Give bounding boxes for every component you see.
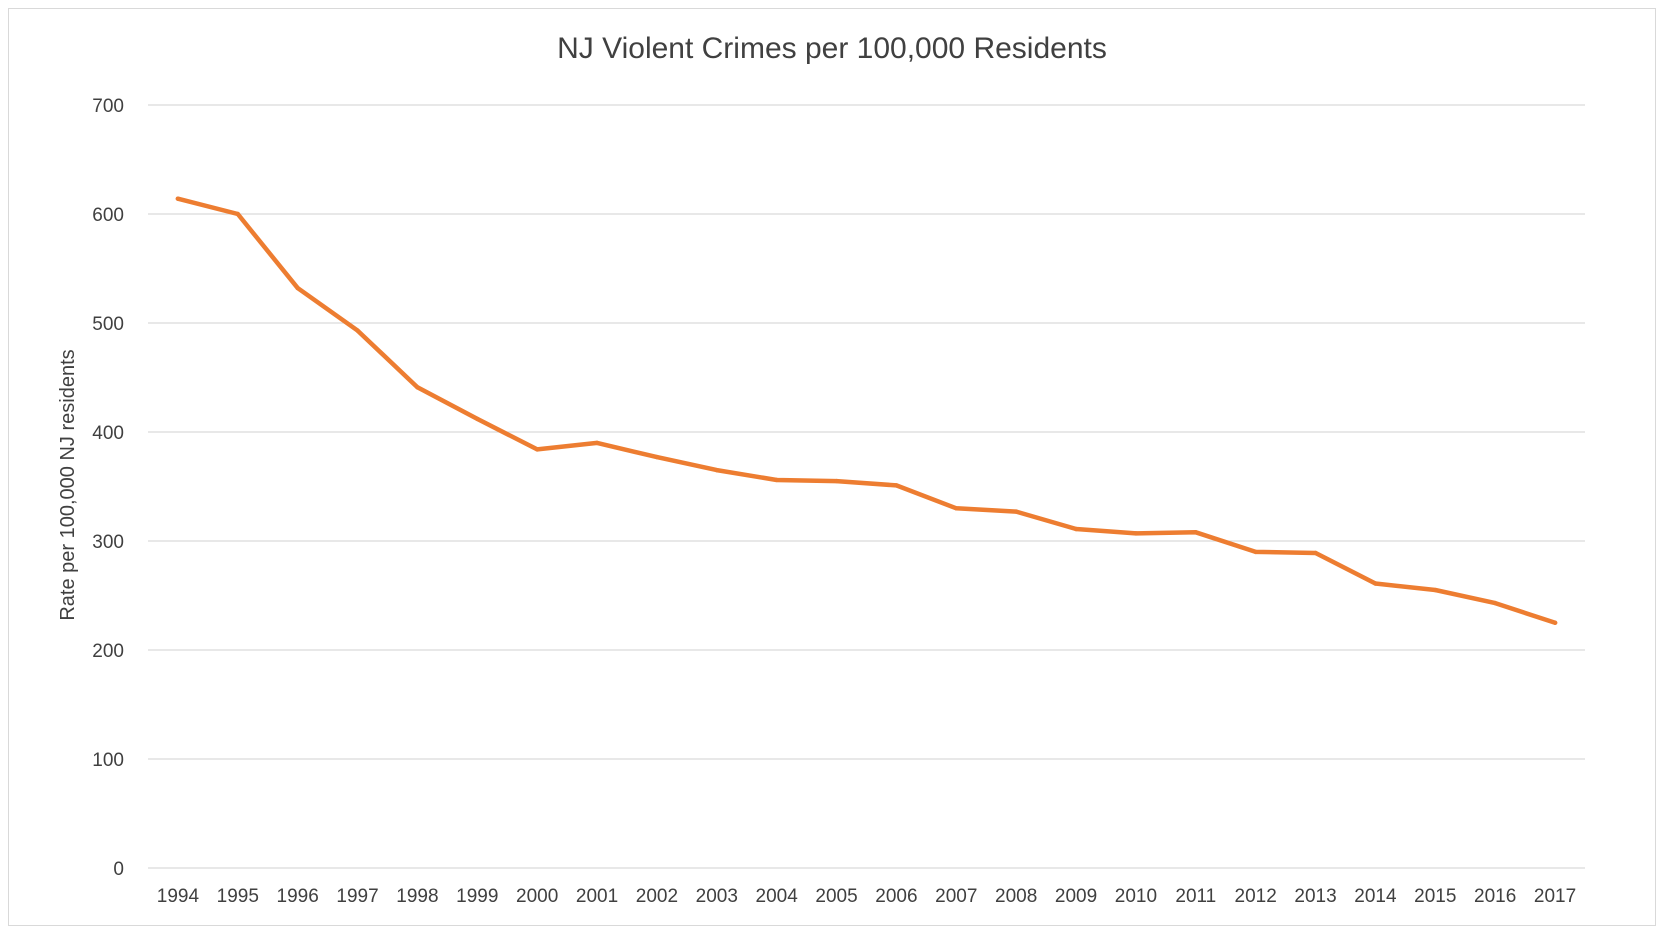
x-tick-label: 2017 <box>1534 886 1576 907</box>
y-tick-label: 300 <box>92 532 124 553</box>
x-tick-label: 2010 <box>1115 886 1157 907</box>
x-tick-label: 2007 <box>935 886 977 907</box>
x-tick-label: 1998 <box>396 886 438 907</box>
data-point-2015 <box>1433 587 1438 593</box>
gridlines <box>148 104 1585 869</box>
data-point-2007 <box>954 506 959 511</box>
data-point-2006 <box>894 483 899 488</box>
x-tick-label: 1994 <box>157 886 200 907</box>
x-tick-label: 2006 <box>875 886 917 907</box>
data-point-2014 <box>1373 581 1378 586</box>
data-point-1998 <box>415 385 420 390</box>
x-tick-label: 2015 <box>1414 886 1456 907</box>
x-tick-label: 1995 <box>217 886 259 907</box>
data-point-1995 <box>235 211 241 217</box>
x-tick-label: 2000 <box>516 886 558 907</box>
x-tick-label: 1996 <box>277 886 319 907</box>
x-tick-label: 2005 <box>815 886 857 907</box>
data-point-2008 <box>1013 509 1019 514</box>
data-point-2000 <box>534 447 540 452</box>
data-point-1999 <box>475 416 480 422</box>
y-tick-label: 0 <box>113 859 124 880</box>
x-tick-label: 1997 <box>336 886 378 907</box>
x-tick-label: 2004 <box>756 886 799 907</box>
data-point-2010 <box>1133 531 1139 536</box>
data-point-2001 <box>594 440 600 446</box>
data-point-2016 <box>1492 600 1498 606</box>
y-tick-label: 700 <box>92 96 124 117</box>
x-tick-label: 2012 <box>1235 886 1277 907</box>
data-point-1997 <box>355 328 360 333</box>
data-point-2017 <box>1552 620 1558 625</box>
x-tick-label: 2013 <box>1294 886 1336 907</box>
y-tick-label: 200 <box>92 641 124 662</box>
y-tick-label: 500 <box>92 314 124 335</box>
data-point-2012 <box>1253 549 1258 555</box>
y-axis-label: Rate per 100,000 NJ residents <box>57 349 79 620</box>
y-axis-ticks: 0 100 200 300 400 500 600 700 <box>92 96 124 880</box>
data-point-2011 <box>1193 530 1199 535</box>
chart-title: NJ Violent Crimes per 100,000 Residents <box>557 32 1107 65</box>
series-line <box>175 196 1558 626</box>
x-tick-label: 2008 <box>995 886 1037 907</box>
data-point-2005 <box>834 478 839 484</box>
x-tick-label: 2011 <box>1175 886 1216 907</box>
data-point-2004 <box>774 477 779 483</box>
y-tick-label: 600 <box>92 205 124 226</box>
y-tick-label: 100 <box>92 750 124 771</box>
x-axis-ticks: 1994 1995 1996 1997 1998 1999 2000 2001 2002 2003… <box>157 886 1576 907</box>
x-tick-label: 1999 <box>456 886 498 907</box>
y-tick-label: 400 <box>92 423 124 444</box>
x-tick-label: 2014 <box>1354 886 1397 907</box>
chart-frame <box>8 8 1656 926</box>
data-point-2003 <box>714 467 720 473</box>
data-point-1996 <box>295 285 300 291</box>
x-tick-label: 2001 <box>576 886 618 907</box>
data-point-1994 <box>175 196 181 201</box>
series-layer <box>175 196 1558 626</box>
data-point-2002 <box>654 454 660 460</box>
x-tick-label: 2009 <box>1055 886 1097 907</box>
x-tick-label: 2003 <box>696 886 738 907</box>
x-tick-label: 2016 <box>1474 886 1516 907</box>
data-point-2009 <box>1073 526 1079 532</box>
x-tick-label: 2002 <box>636 886 678 907</box>
data-point-2013 <box>1313 550 1318 556</box>
